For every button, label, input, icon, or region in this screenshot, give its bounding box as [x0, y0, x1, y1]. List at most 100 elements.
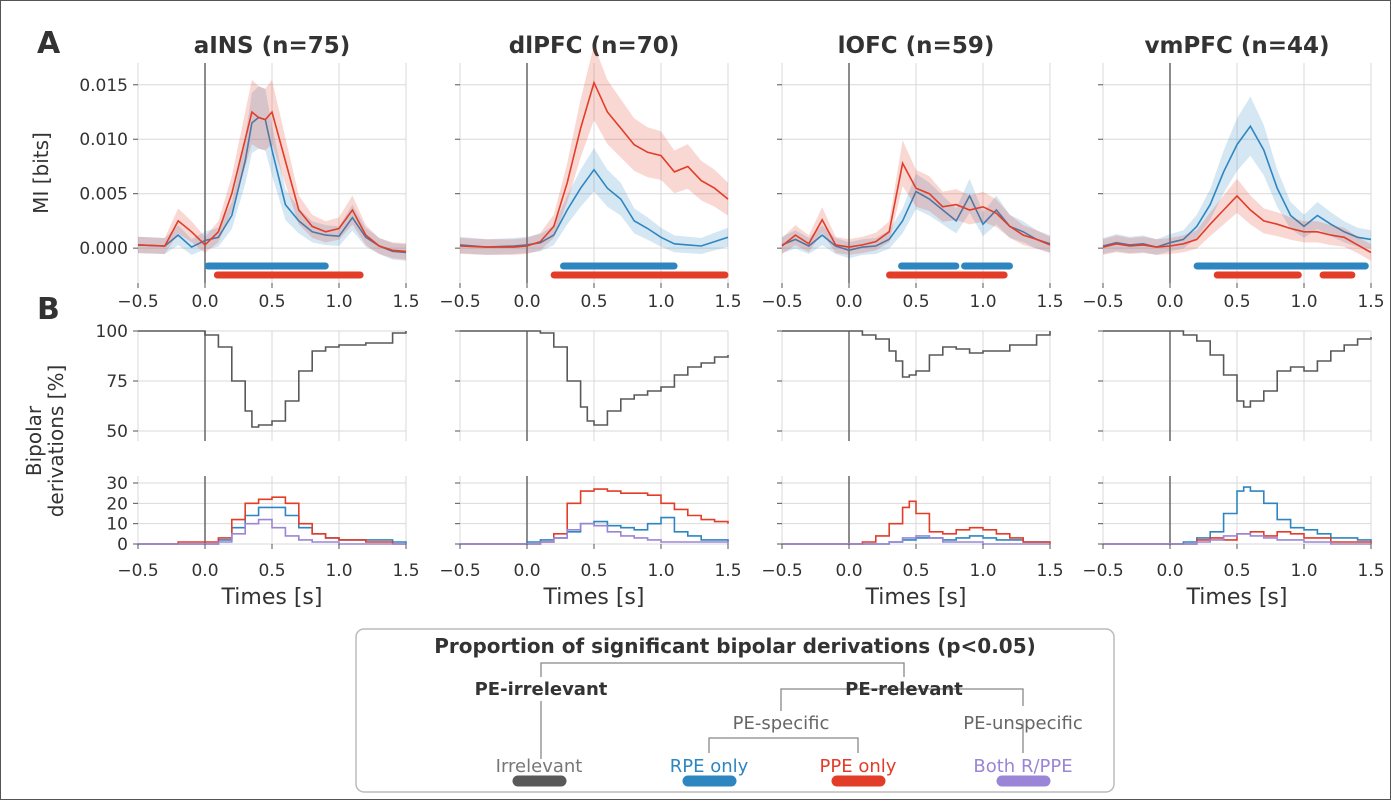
x-tick-label: −0.5 [1082, 561, 1123, 581]
legend-title: Proportion of significant bipolar deriva… [434, 634, 1036, 658]
y-tick-label: 0.005 [79, 185, 128, 205]
x-tick-label: −0.5 [761, 561, 802, 581]
legend-irrelevant: Irrelevant [496, 756, 583, 777]
mi-line-rpe [137, 116, 407, 254]
x-tick-label: 1.0 [969, 292, 996, 312]
mi-panel-title: vmPFC (n=44) [1144, 33, 1329, 59]
y-tick-label: 10 [106, 515, 128, 535]
pct-ylabel-line2: derivations [%] [44, 365, 68, 518]
pct-panel-2: −0.5 0.0 0.5 1.0 1.5 Times [s] [439, 330, 742, 610]
x-tick-label: 1.5 [1357, 561, 1384, 581]
y-tick-label: 0.010 [79, 130, 128, 150]
y-tick-label: 50 [106, 422, 128, 442]
x-tick-label: −0.5 [117, 292, 158, 312]
x-axis-label: Times [s] [543, 585, 645, 610]
x-tick-label: 1.0 [325, 292, 352, 312]
legend-pe-unspecific: PE-unspecific [963, 713, 1083, 734]
y-tick-label: 20 [106, 494, 128, 514]
x-tick-label: 0.0 [191, 561, 218, 581]
legend-box [355, 628, 1115, 793]
legend-pe-relevant: PE-relevant [845, 679, 963, 700]
x-tick-label: 0.0 [835, 561, 862, 581]
mi-panel-3: lOFC (n=59) −0.5 0.0 0.5 1.0 1.5 [761, 33, 1063, 312]
pct-line-ppe-only [460, 488, 729, 545]
pct-line-both-r-ppe [1103, 533, 1371, 545]
x-axis-label: Times [s] [221, 585, 323, 610]
mi-line-ppe [137, 110, 407, 253]
legend-pe-specific: PE-specific [733, 713, 830, 734]
x-tick-label: 0.0 [1156, 292, 1183, 312]
legend-ppe-only: PPE only [820, 756, 897, 777]
pct-line-ppe-only [138, 496, 406, 545]
x-tick-label: 1.0 [325, 561, 352, 581]
mi-band-ppe [782, 140, 1050, 255]
mi-band-ppe [1103, 178, 1371, 261]
x-tick-label: 1.0 [647, 292, 674, 312]
x-tick-label: 1.5 [714, 292, 741, 312]
mi-band-rpe [138, 86, 406, 261]
mi-band-ppe [138, 79, 406, 260]
x-tick-label: 0.5 [902, 561, 929, 581]
pct-line-irrelevant [1103, 330, 1372, 408]
x-tick-label: 0.0 [513, 292, 540, 312]
panel-letter-b: B [37, 292, 60, 327]
mi-panel-1: aINS (n=75) 0.000 0.005 0.010 0.015 −0.5 0.0 0.… [79, 33, 419, 312]
x-tick-label: 0.0 [191, 292, 218, 312]
x-tick-label: 0.5 [258, 292, 285, 312]
x-tick-label: 1.5 [1036, 561, 1063, 581]
legend: Proportion of significant bipolar deriva… [355, 628, 1115, 793]
x-tick-label: 1.5 [714, 561, 741, 581]
mi-panel-2: dlPFC (n=70) −0.5 0.0 0.5 1.0 1.5 [439, 33, 741, 312]
pct-line-rpe-only [1103, 486, 1372, 545]
mi-line-ppe [459, 80, 729, 248]
x-tick-label: 1.0 [1290, 292, 1317, 312]
mi-line-rpe [459, 168, 729, 248]
y-tick-label: 75 [106, 372, 128, 392]
mi-band-rpe [460, 148, 728, 255]
mi-panel-title: lOFC (n=59) [838, 33, 995, 59]
mi-panel-title: aINS (n=75) [194, 33, 351, 59]
y-tick-label: 0 [117, 535, 128, 555]
y-tick-label: 100 [96, 322, 128, 342]
x-tick-label: −0.5 [117, 561, 158, 581]
x-tick-label: 0.5 [580, 561, 607, 581]
x-tick-label: 0.0 [835, 292, 862, 312]
mi-ylabel: MI [bits] [29, 132, 53, 214]
pct-panel-4: −0.5 0.0 0.5 1.0 1.5 Times [s] [1082, 330, 1385, 610]
pct-line-both-r-ppe [138, 518, 406, 545]
panel-letter-a: A [37, 26, 61, 61]
pct-line-irrelevant [782, 330, 1051, 378]
x-tick-label: 1.0 [647, 561, 674, 581]
x-tick-label: −0.5 [761, 292, 802, 312]
x-tick-label: 0.0 [513, 561, 540, 581]
mi-band-rpe [1103, 96, 1371, 255]
x-tick-label: 0.5 [580, 292, 607, 312]
pct-panel-3: −0.5 0.0 0.5 1.0 1.5 Times [s] [761, 330, 1064, 610]
x-tick-label: −0.5 [439, 292, 480, 312]
mi-band-ppe [460, 45, 728, 255]
x-tick-label: −0.5 [1082, 292, 1123, 312]
x-tick-label: 0.5 [902, 292, 929, 312]
y-tick-label: 30 [106, 474, 128, 494]
pct-line-both-r-ppe [782, 535, 1050, 545]
legend-pe-irrelevant: PE-irrelevant [475, 679, 608, 700]
x-tick-label: 1.0 [1290, 561, 1317, 581]
pct-line-ppe-only [1103, 531, 1372, 545]
x-axis-label: Times [s] [865, 585, 967, 610]
x-axis-label: Times [s] [1186, 585, 1288, 610]
mi-panel-4: vmPFC (n=44) −0.5 0.0 0.5 1.0 1.5 [1082, 33, 1384, 312]
mi-panel-title: dlPFC (n=70) [509, 33, 679, 59]
pct-line-irrelevant [460, 330, 729, 426]
y-tick-label: 0.000 [79, 239, 128, 259]
x-tick-label: 0.5 [258, 561, 285, 581]
x-tick-label: −0.5 [439, 561, 480, 581]
pct-line-irrelevant [138, 330, 407, 428]
mi-line-ppe [1102, 194, 1372, 254]
x-tick-label: 0.5 [1223, 561, 1250, 581]
x-tick-label: 1.5 [392, 292, 419, 312]
x-tick-label: 1.5 [392, 561, 419, 581]
x-tick-label: 1.0 [969, 561, 996, 581]
